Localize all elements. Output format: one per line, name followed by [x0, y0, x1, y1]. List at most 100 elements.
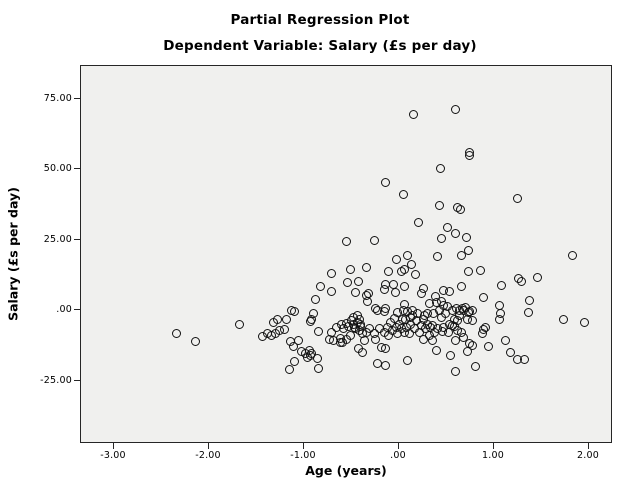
x-tick-mark: [303, 443, 304, 449]
data-point: [327, 268, 337, 278]
data-point: [357, 347, 367, 357]
data-point: [512, 193, 522, 203]
data-point: [444, 328, 454, 338]
data-point: [379, 307, 389, 317]
data-point: [290, 306, 300, 316]
x-tick-label: -2.00: [195, 450, 221, 461]
data-point: [343, 278, 353, 288]
data-point: [405, 329, 415, 339]
data-point: [524, 296, 534, 306]
data-point: [290, 357, 300, 367]
data-point: [467, 316, 477, 326]
data-point: [445, 286, 455, 296]
data-point: [580, 318, 589, 328]
data-point: [403, 356, 413, 366]
data-point: [392, 329, 402, 339]
data-point: [559, 314, 569, 324]
data-point: [450, 336, 460, 346]
data-point: [269, 318, 279, 328]
x-tick-label: -1.00: [290, 450, 316, 461]
data-point: [501, 336, 511, 346]
data-point: [450, 104, 460, 114]
data-point: [459, 332, 469, 342]
data-point: [456, 281, 466, 291]
data-point: [409, 109, 418, 119]
data-point: [314, 363, 323, 373]
y-tick-mark: [74, 309, 80, 310]
data-point: [372, 359, 382, 369]
data-point: [465, 151, 475, 161]
data-point: [463, 347, 473, 357]
data-point: [435, 163, 445, 173]
data-point: [379, 285, 389, 295]
data-point: [390, 288, 400, 298]
data-point: [478, 329, 488, 339]
data-point: [315, 281, 325, 291]
data-point: [446, 351, 456, 361]
data-point: [523, 307, 533, 317]
data-point: [381, 344, 391, 354]
data-point: [432, 252, 442, 262]
y-tick-label: 25.00: [43, 234, 72, 245]
data-point: [235, 319, 245, 329]
data-point: [361, 262, 371, 272]
data-point: [302, 352, 312, 362]
data-point: [281, 315, 291, 325]
data-point: [399, 282, 409, 292]
x-tick-mark: [208, 443, 209, 449]
data-point: [370, 236, 380, 246]
data-point: [313, 353, 323, 363]
data-point: [346, 264, 356, 274]
y-axis-title: Salary (£s per day): [5, 187, 21, 321]
data-point: [497, 281, 507, 291]
data-point: [464, 266, 474, 276]
data-point: [314, 327, 323, 337]
data-point: [455, 204, 465, 214]
y-tick-label: 75.00: [43, 93, 72, 104]
data-point: [457, 251, 467, 261]
x-axis-title: Age (years): [305, 463, 387, 478]
data-point: [475, 266, 485, 276]
data-point: [431, 346, 441, 356]
chart-title: Partial Regression Plot: [230, 12, 410, 28]
x-tick-label: 1.00: [482, 450, 504, 461]
data-point: [351, 287, 361, 297]
data-point: [289, 341, 299, 351]
data-point: [532, 272, 542, 282]
data-point: [190, 337, 200, 347]
data-point: [294, 336, 304, 346]
data-point: [436, 312, 446, 322]
data-point: [363, 296, 373, 306]
x-tick-mark: [113, 443, 114, 449]
data-point: [371, 334, 380, 344]
data-point: [443, 222, 453, 232]
data-point: [428, 336, 437, 346]
data-point: [520, 354, 530, 364]
data-point: [284, 364, 294, 374]
data-point: [479, 293, 489, 303]
x-tick-mark: [588, 443, 589, 449]
data-point: [462, 232, 472, 242]
x-tick-label: 2.00: [577, 450, 599, 461]
data-point: [416, 288, 426, 298]
x-tick-mark: [493, 443, 494, 449]
data-point: [381, 178, 391, 187]
chart-subtitle: Dependent Variable: Salary (£s per day): [163, 38, 477, 54]
data-point: [450, 367, 460, 377]
data-point: [484, 342, 494, 352]
data-point: [425, 298, 435, 308]
y-tick-mark: [74, 380, 80, 381]
data-point: [396, 267, 406, 277]
data-point: [434, 200, 444, 210]
y-tick-label: 50.00: [43, 163, 72, 174]
data-point: [341, 237, 351, 247]
y-tick-label: -25.00: [40, 375, 72, 386]
data-point: [517, 276, 527, 286]
data-point: [327, 286, 337, 296]
data-point: [384, 266, 394, 276]
data-point: [567, 251, 577, 261]
data-point: [410, 269, 420, 279]
data-point: [467, 341, 477, 351]
y-tick-mark: [74, 168, 80, 169]
